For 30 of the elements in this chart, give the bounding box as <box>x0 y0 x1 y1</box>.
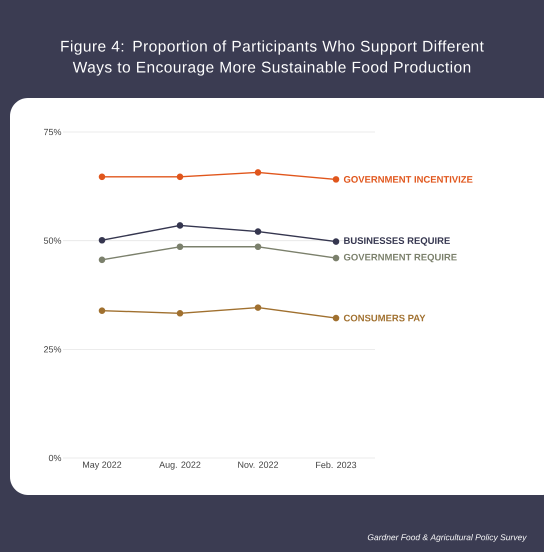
point <box>254 304 262 311</box>
y-tick-label: 75% <box>44 128 62 136</box>
y-tick-label: 50% <box>44 237 62 244</box>
series-label: GOVERNMENT REQUIRE <box>344 254 457 262</box>
point <box>98 173 106 180</box>
point <box>254 169 262 176</box>
text: Gardner Food & Agricultural Policy Survey <box>368 534 527 542</box>
series-label: BUSINESSES REQUIRE <box>344 237 450 246</box>
point <box>332 314 340 322</box>
x-tick-label: May 2022 <box>83 462 122 470</box>
x-tick-label: Feb. 2023 <box>316 462 356 468</box>
point <box>332 176 340 183</box>
point <box>332 254 340 262</box>
point <box>332 238 340 245</box>
x-tick-label: Nov. 2022 <box>238 462 278 468</box>
point <box>176 243 184 250</box>
point <box>98 307 106 314</box>
point <box>176 222 184 229</box>
point <box>254 243 262 250</box>
point <box>176 173 184 180</box>
y-tick-label: 0% <box>48 454 62 462</box>
point <box>98 236 106 244</box>
series-label: CONSUMERS PAY <box>344 314 426 322</box>
point <box>98 256 106 264</box>
series-label: GOVERNMENT INCENTIVIZE <box>344 176 473 183</box>
point <box>254 228 262 235</box>
x-tick-label: Aug. 2022 <box>159 462 200 470</box>
chart-title: Figure 4: Proportion of Participants Who Support Different Ways to Encourage More Sustainable Food Production <box>61 40 484 76</box>
y-tick-label: 25% <box>44 346 62 353</box>
point <box>176 310 184 317</box>
